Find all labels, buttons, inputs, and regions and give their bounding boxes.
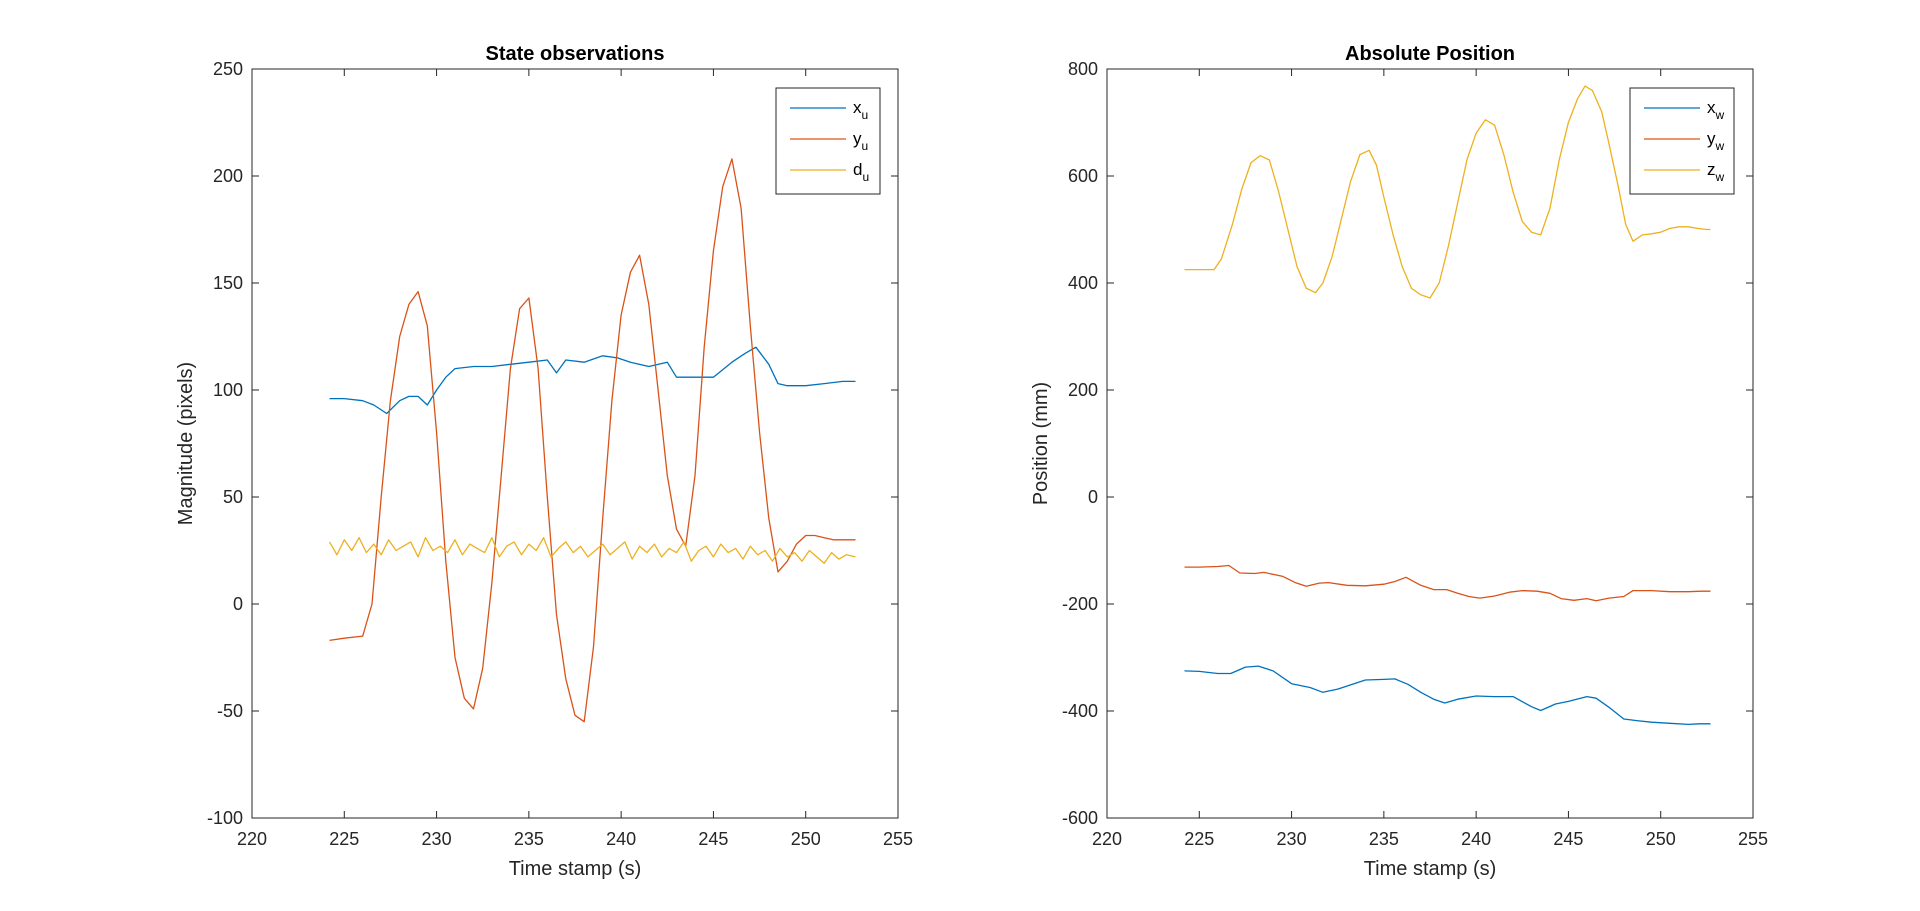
x-tick-label: 240 [606,829,636,849]
legend-label-y-u: yu [853,129,868,153]
y-tick-label: -600 [1062,808,1098,828]
x-tick-label: 230 [1277,829,1307,849]
series-line-z-w [1184,85,1711,299]
legend-label-subscript: u [862,139,869,153]
y-tick-label: -400 [1062,701,1098,721]
legend-label-subscript: u [862,170,869,184]
y-tick-label: -200 [1062,594,1098,614]
legend-label-main: x [853,98,862,117]
legend-label-main: x [1707,98,1716,117]
x-axis-label: Time stamp (s) [1364,858,1497,880]
x-tick-label: 245 [698,829,728,849]
y-tick-label: 50 [223,487,243,507]
legend-label-y-w: yw [1707,129,1725,153]
legend-label-subscript: w [1715,170,1725,184]
x-axis-label: Time stamp (s) [509,858,642,880]
x-tick-label: 250 [791,829,821,849]
legend-label-main: y [853,129,862,148]
series-line-y-u [329,158,856,723]
legend-box [1629,87,1735,195]
y-axis-label: Magnitude (pixels) [175,362,197,525]
legend-label-main: y [1707,129,1716,148]
y-tick-label: 100 [213,380,243,400]
y-tick-label: 250 [213,59,243,79]
y-tick-label: 600 [1068,166,1098,186]
legend-box [775,87,881,195]
y-tick-label: 0 [1088,487,1098,507]
y-tick-label: 150 [213,273,243,293]
y-tick-label: 200 [213,166,243,186]
x-tick-label: 220 [1092,829,1122,849]
x-tick-label: 245 [1553,829,1583,849]
y-tick-label: 0 [233,594,243,614]
legend-label-subscript: u [862,108,869,122]
y-tick-label: 800 [1068,59,1098,79]
y-tick-label: -100 [207,808,243,828]
x-tick-label: 235 [514,829,544,849]
legend-label-subscript: w [1715,108,1725,122]
series-line-y-w [1184,564,1711,602]
x-tick-label: 225 [1184,829,1214,849]
legend-label-x-u: xu [853,98,868,122]
y-axis-label: Position (mm) [1030,382,1052,505]
x-tick-label: 230 [422,829,452,849]
chart-2: 220 225 230 235 240 245 250 255 -600 -400 -200 0 200… [1030,43,1768,880]
x-tick-label: 220 [237,829,267,849]
x-tick-label: 235 [1369,829,1399,849]
legend-label-x-w: xw [1707,98,1725,122]
y-tick-label: -50 [217,701,243,721]
x-tick-label: 225 [329,829,359,849]
legend-label-d-u: du [853,160,869,184]
y-tick-label: 200 [1068,380,1098,400]
series-line-d-u [328,537,856,564]
series-line-x-w [1184,665,1711,726]
x-tick-label: 255 [1738,829,1768,849]
chart-title: Absolute Position [1345,43,1515,65]
x-tick-label: 255 [883,829,913,849]
legend-label-z-w: zw [1707,160,1725,184]
x-tick-label: 240 [1461,829,1491,849]
legend-label-main: d [853,160,862,179]
legend-label-main: z [1707,160,1716,179]
y-tick-label: 400 [1068,273,1098,293]
chart-title: State observations [486,43,665,65]
series-line-x-u [329,346,856,415]
legend-label-subscript: w [1715,139,1725,153]
chart-1: 220 225 230 235 240 245 250 255 -100 -50 0 50 100 150… [175,43,913,880]
x-tick-label: 250 [1646,829,1676,849]
